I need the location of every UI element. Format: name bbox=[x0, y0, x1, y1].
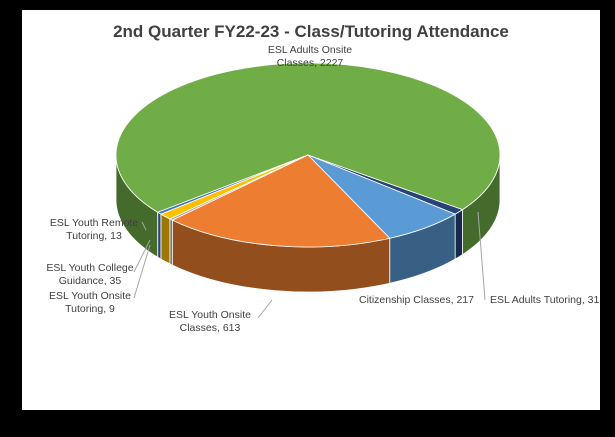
data-label: ESL Youth Onsite Tutoring, 9 bbox=[49, 290, 131, 315]
slice-side bbox=[160, 213, 171, 265]
data-label: ESL Youth College Guidance, 35 bbox=[46, 262, 134, 287]
leader-line bbox=[141, 221, 147, 231]
data-label: ESL Youth Onsite Classes, 613 bbox=[169, 309, 251, 334]
leader-line bbox=[133, 239, 151, 273]
slice bbox=[171, 154, 391, 248]
data-label: Citizenship Classes, 217 bbox=[359, 294, 474, 306]
leader-line bbox=[257, 299, 273, 319]
leader-line bbox=[133, 244, 151, 299]
leader-line bbox=[477, 211, 486, 301]
slice-side bbox=[454, 208, 463, 260]
slice bbox=[156, 154, 309, 215]
data-label: ESL Youth Remote Tutoring, 13 bbox=[49, 217, 139, 242]
data-label: ESL Adults Tutoring, 31 bbox=[490, 294, 600, 306]
data-label: ESL Adults Onsite Classes, 2227 bbox=[267, 44, 353, 69]
slice bbox=[115, 62, 501, 213]
chart-title: 2nd Quarter FY22-23 - Class/Tutoring Att… bbox=[113, 22, 509, 41]
slice-side bbox=[157, 211, 162, 260]
